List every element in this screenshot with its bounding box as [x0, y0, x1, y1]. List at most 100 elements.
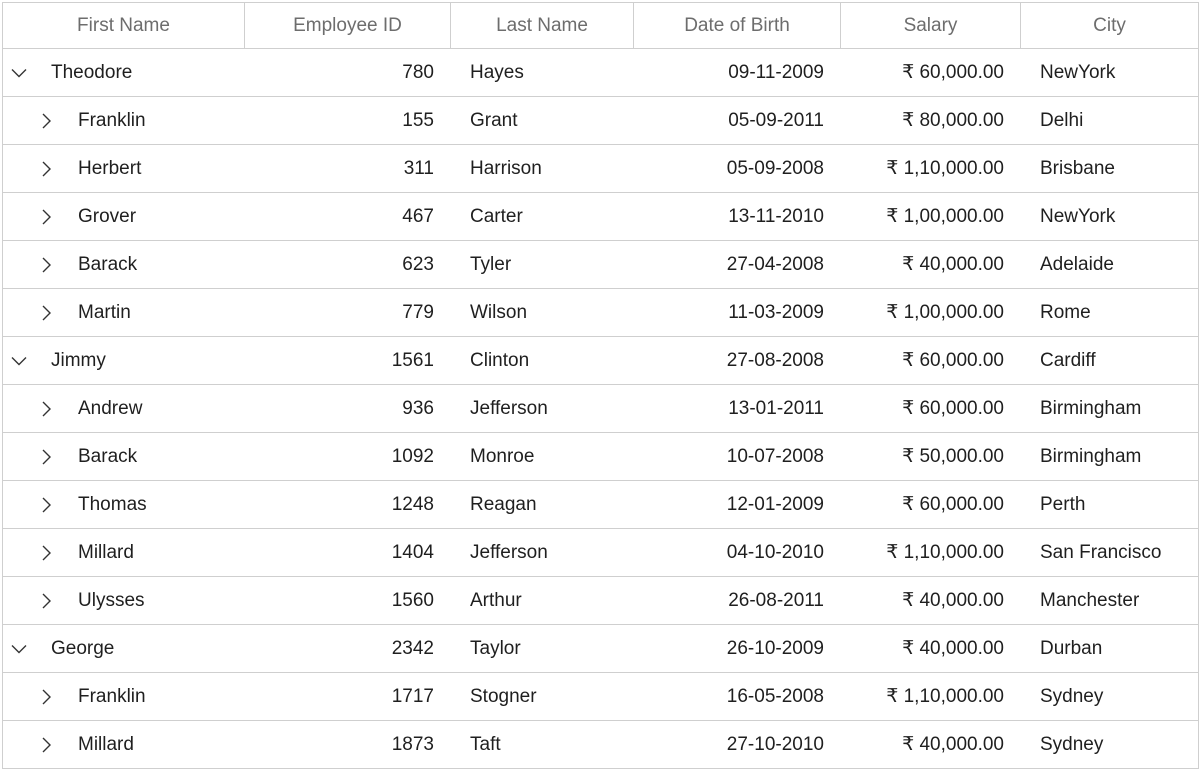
- child-row[interactable]: Franklin 1717 Stogner 16-05-2008 ₹ 1,10,000.…: [3, 673, 1198, 721]
- cell-date-of-birth: 09-11-2009: [728, 61, 824, 83]
- cell-city: Brisbane: [1040, 157, 1115, 179]
- cell-date-of-birth: 05-09-2011: [728, 109, 824, 131]
- first-name-text: Theodore: [51, 61, 133, 83]
- chevron-right-icon[interactable]: [34, 301, 58, 325]
- chevron-right-icon[interactable]: [34, 205, 58, 229]
- cell-salary: ₹ 60,000.00: [902, 494, 1004, 515]
- child-row[interactable]: Barack 623 Tyler 27-04-2008 ₹ 40,000.00 Adela…: [3, 241, 1198, 289]
- cell-employee-id: 311: [403, 157, 434, 179]
- parent-row[interactable]: Theodore 780 Hayes 09-11-2009 ₹ 60,000.00 New…: [3, 49, 1198, 97]
- cell-first-name: Franklin: [3, 97, 245, 144]
- first-name-text: Herbert: [78, 157, 142, 179]
- cell-last-name: Grant: [470, 109, 518, 131]
- column-header-last-name[interactable]: Last Name: [451, 3, 634, 48]
- cell-employee-id: 1092: [391, 445, 434, 467]
- cell-salary: ₹ 1,10,000.00: [886, 542, 1004, 563]
- cell-last-name: Harrison: [470, 157, 542, 179]
- chevron-right-icon[interactable]: [34, 589, 58, 613]
- cell-first-name: Millard: [3, 529, 245, 576]
- first-name-text: Franklin: [78, 109, 146, 131]
- child-row[interactable]: Ulysses 1560 Arthur 26-08-2011 ₹ 40,000.00 Ma…: [3, 577, 1198, 625]
- first-name-text: Andrew: [78, 397, 143, 419]
- cell-date-of-birth: 04-10-2010: [726, 541, 824, 563]
- cell-employee-id: 1248: [391, 493, 434, 515]
- chevron-right-icon[interactable]: [34, 733, 58, 757]
- cell-employee-id: 1561: [391, 349, 434, 371]
- child-row[interactable]: Herbert 311 Harrison 05-09-2008 ₹ 1,10,000.0…: [3, 145, 1198, 193]
- cell-last-name: Carter: [470, 205, 523, 227]
- cell-date-of-birth: 11-03-2009: [728, 301, 824, 323]
- chevron-down-icon[interactable]: [7, 637, 31, 661]
- cell-first-name: Barack: [3, 433, 245, 480]
- chevron-right-icon[interactable]: [34, 397, 58, 421]
- cell-last-name: Stogner: [470, 685, 537, 707]
- chevron-right-icon[interactable]: [34, 109, 58, 133]
- cell-date-of-birth: 13-11-2010: [728, 205, 824, 227]
- first-name-text: Ulysses: [78, 589, 145, 611]
- cell-first-name: Jimmy: [3, 337, 245, 384]
- cell-employee-id: 780: [402, 61, 434, 83]
- cell-employee-id: 1560: [391, 589, 434, 611]
- cell-city: Cardiff: [1040, 349, 1096, 371]
- column-header-salary[interactable]: Salary: [841, 3, 1021, 48]
- cell-city: Sydney: [1040, 733, 1104, 755]
- parent-row[interactable]: Jimmy 1561 Clinton 27-08-2008 ₹ 60,000.00 Car…: [3, 337, 1198, 385]
- chevron-right-icon[interactable]: [34, 493, 58, 517]
- child-row[interactable]: Martin 779 Wilson 11-03-2009 ₹ 1,00,000.00 Ro…: [3, 289, 1198, 337]
- chevron-down-icon[interactable]: [7, 61, 31, 85]
- cell-city: Manchester: [1040, 589, 1140, 611]
- cell-date-of-birth: 27-08-2008: [726, 349, 824, 371]
- first-name-text: Barack: [78, 445, 138, 467]
- child-row[interactable]: Franklin 155 Grant 05-09-2011 ₹ 80,000.00 Del…: [3, 97, 1198, 145]
- first-name-text: Millard: [78, 733, 134, 755]
- child-row[interactable]: Andrew 936 Jefferson 13-01-2011 ₹ 60,000.00 B…: [3, 385, 1198, 433]
- child-row[interactable]: Thomas 1248 Reagan 12-01-2009 ₹ 60,000.00 Per…: [3, 481, 1198, 529]
- chevron-right-icon[interactable]: [34, 685, 58, 709]
- cell-last-name: Monroe: [470, 445, 535, 467]
- first-name-text: Barack: [78, 253, 138, 275]
- chevron-right-icon[interactable]: [34, 445, 58, 469]
- chevron-right-icon[interactable]: [34, 253, 58, 277]
- child-row[interactable]: Millard 1404 Jefferson 04-10-2010 ₹ 1,10,000…: [3, 529, 1198, 577]
- first-name-text: Franklin: [78, 685, 146, 707]
- first-name-text: Millard: [78, 541, 134, 563]
- cell-employee-id: 936: [402, 397, 434, 419]
- chevron-right-icon[interactable]: [34, 541, 58, 565]
- cell-first-name: Theodore: [3, 49, 245, 96]
- cell-first-name: Andrew: [3, 385, 245, 432]
- cell-last-name: Tyler: [470, 253, 512, 275]
- cell-salary: ₹ 60,000.00: [902, 398, 1004, 419]
- cell-city: Sydney: [1040, 685, 1104, 707]
- column-header-city[interactable]: City: [1093, 14, 1126, 36]
- header-row: First Name Employee ID Last Name Date of…: [3, 3, 1198, 49]
- cell-last-name: Clinton: [470, 349, 530, 371]
- cell-last-name: Reagan: [470, 493, 537, 515]
- cell-city: Birmingham: [1040, 397, 1142, 419]
- cell-date-of-birth: 26-10-2009: [726, 637, 824, 659]
- parent-row[interactable]: George 2342 Taylor 26-10-2009 ₹ 40,000.00 Dur…: [3, 625, 1198, 673]
- cell-last-name: Taft: [470, 733, 501, 755]
- cell-first-name: Ulysses: [3, 577, 245, 624]
- cell-salary: ₹ 40,000.00: [902, 638, 1004, 659]
- cell-salary: ₹ 1,10,000.00: [886, 686, 1004, 707]
- child-row[interactable]: Barack 1092 Monroe 10-07-2008 ₹ 50,000.00 Bir…: [3, 433, 1198, 481]
- cell-employee-id: 779: [402, 301, 434, 323]
- cell-date-of-birth: 26-08-2011: [728, 589, 824, 611]
- chevron-right-icon[interactable]: [34, 157, 58, 181]
- cell-first-name: George: [3, 625, 245, 672]
- cell-salary: ₹ 1,00,000.00: [886, 206, 1004, 227]
- cell-employee-id: 467: [402, 205, 434, 227]
- cell-last-name: Hayes: [470, 61, 524, 83]
- cell-date-of-birth: 12-01-2009: [726, 493, 824, 515]
- cell-employee-id: 2342: [391, 637, 434, 659]
- cell-first-name: Barack: [3, 241, 245, 288]
- cell-first-name: Millard: [3, 721, 245, 768]
- child-row[interactable]: Grover 467 Carter 13-11-2010 ₹ 1,00,000.00 Ne…: [3, 193, 1198, 241]
- child-row[interactable]: Millard 1873 Taft 27-10-2010 ₹ 40,000.00 Sydn…: [3, 721, 1198, 768]
- column-header-first-name[interactable]: First Name: [3, 3, 245, 48]
- chevron-down-icon[interactable]: [7, 349, 31, 373]
- column-header-employee-id[interactable]: Employee ID: [245, 3, 451, 48]
- column-header-date-of-birth[interactable]: Date of Birth: [634, 3, 841, 48]
- cell-city: Birmingham: [1040, 445, 1142, 467]
